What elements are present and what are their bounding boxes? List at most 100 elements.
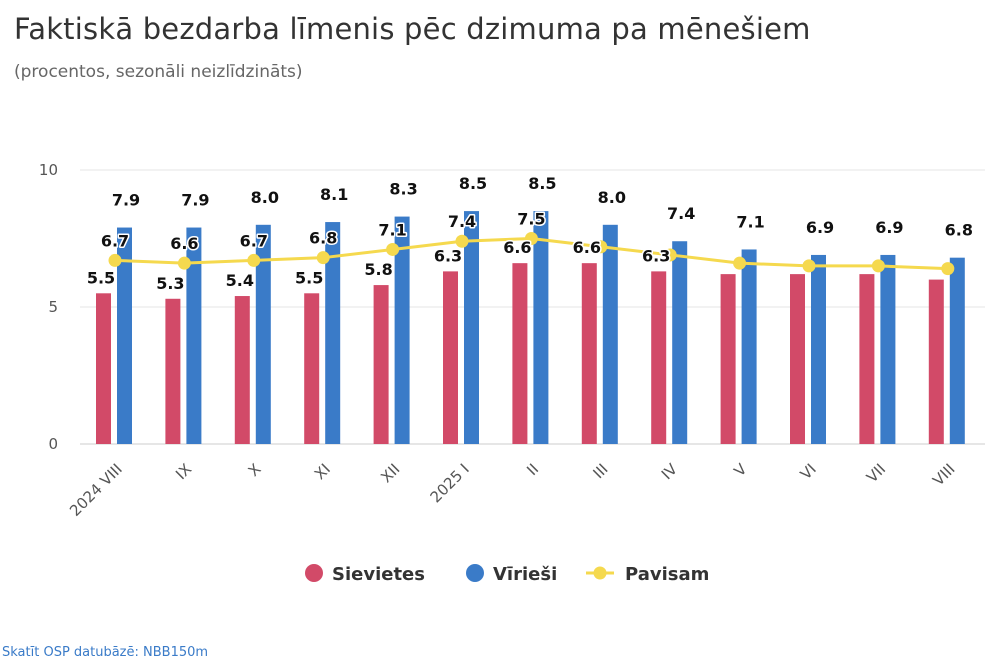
bar-sievietes bbox=[859, 274, 875, 444]
label-virieshi: 6.8 bbox=[945, 221, 973, 240]
x-tick-label: XII bbox=[377, 460, 403, 486]
point-pavisam bbox=[386, 242, 400, 256]
label-sievietes: 5.4 bbox=[226, 271, 254, 290]
label-virieshi: 8.3 bbox=[389, 180, 417, 199]
label-sievietes: 6.6 bbox=[503, 238, 531, 257]
label-pavisam: 7.5 bbox=[517, 210, 545, 229]
x-tick-label: X bbox=[245, 460, 265, 480]
point-pavisam bbox=[455, 234, 469, 248]
x-tick-label: VIII bbox=[929, 460, 958, 489]
point-pavisam bbox=[247, 253, 261, 267]
y-tick-label: 0 bbox=[48, 435, 58, 453]
point-pavisam bbox=[108, 253, 122, 267]
bar-virieshi bbox=[949, 257, 965, 444]
point-pavisam bbox=[316, 251, 330, 265]
bar-sievietes bbox=[512, 263, 528, 444]
bar-virieshi bbox=[602, 224, 618, 444]
y-axis-ticks: 0 5 10 bbox=[39, 161, 58, 453]
label-sievietes: 5.5 bbox=[295, 268, 323, 287]
bar-sievietes bbox=[928, 279, 944, 444]
bar-sievietes bbox=[581, 263, 597, 444]
bar-sievietes bbox=[234, 296, 250, 444]
label-virieshi: 6.9 bbox=[875, 218, 903, 237]
bar-sievietes bbox=[165, 298, 181, 444]
bars bbox=[96, 211, 965, 444]
label-virieshi: 8.5 bbox=[528, 174, 556, 193]
legend-marker bbox=[305, 564, 323, 582]
bar-virieshi bbox=[880, 254, 896, 444]
label-virieshi: 7.4 bbox=[667, 204, 695, 223]
y-tick-label: 5 bbox=[48, 298, 58, 316]
label-virieshi: 8.1 bbox=[320, 185, 348, 204]
point-pavisam bbox=[871, 259, 885, 273]
x-tick-label: IX bbox=[172, 460, 195, 483]
point-pavisam bbox=[524, 232, 538, 245]
point-pavisam bbox=[733, 256, 747, 270]
legend-item-vīrieši: Vīrieši bbox=[466, 564, 557, 585]
x-tick-label: 2024 VIII bbox=[66, 460, 126, 520]
grid-lines bbox=[80, 169, 985, 445]
x-tick-label: II bbox=[523, 460, 542, 479]
label-sievietes: 6.3 bbox=[642, 246, 670, 265]
label-sievietes: 5.8 bbox=[364, 260, 392, 279]
x-tick-label: III bbox=[590, 460, 612, 482]
label-pavisam: 6.6 bbox=[170, 234, 198, 253]
legend-item-pavisam: Pavisam bbox=[586, 564, 709, 585]
x-tick-label: 2025 I bbox=[427, 460, 473, 506]
bar-sievietes bbox=[304, 293, 320, 444]
bar-virieshi bbox=[533, 211, 549, 444]
legend: Sievietes Vīrieši Pavisam bbox=[305, 564, 709, 585]
label-virieshi: 7.9 bbox=[181, 191, 209, 210]
bar-sievietes bbox=[720, 274, 736, 444]
bar-virieshi bbox=[464, 211, 479, 444]
legend-label: Vīrieši bbox=[493, 564, 557, 585]
total-line bbox=[108, 232, 955, 276]
label-pavisam: 7.1 bbox=[378, 220, 406, 239]
label-pavisam: 6.7 bbox=[240, 231, 268, 250]
legend-marker bbox=[466, 564, 484, 582]
bar-virieshi bbox=[394, 216, 410, 444]
label-pavisam: 6.7 bbox=[101, 231, 129, 250]
label-virieshi: 8.5 bbox=[459, 174, 487, 193]
bar-virieshi bbox=[672, 241, 688, 444]
label-pavisam: 6.8 bbox=[309, 229, 337, 248]
x-tick-label: VII bbox=[863, 460, 889, 486]
x-axis-ticks: 2024 VIII IX X XI XII 2025 I II III IV V VI VII VIII bbox=[66, 460, 959, 520]
x-tick-label: XI bbox=[311, 460, 334, 483]
y-tick-label: 10 bbox=[39, 161, 58, 179]
label-sievietes: 5.5 bbox=[87, 268, 115, 287]
legend-marker bbox=[593, 566, 607, 580]
point-pavisam bbox=[594, 240, 608, 254]
legend-item-sievietes: Sievietes bbox=[305, 564, 425, 585]
point-pavisam bbox=[802, 259, 816, 273]
label-virieshi: 8.0 bbox=[251, 188, 279, 207]
x-tick-label: IV bbox=[658, 460, 682, 484]
bar-virieshi bbox=[186, 227, 202, 444]
bar-virieshi bbox=[325, 222, 341, 444]
point-pavisam bbox=[941, 262, 955, 276]
database-link[interactable]: Skatīt OSP datubāzē: NBB150m bbox=[2, 645, 209, 660]
chart-subtitle: (procentos, sezonāli neizlīdzināts) bbox=[14, 62, 303, 82]
bar-sievietes bbox=[651, 271, 667, 444]
point-pavisam bbox=[663, 248, 677, 262]
label-virieshi: 8.0 bbox=[598, 188, 626, 207]
bar-sievietes bbox=[443, 271, 458, 444]
bar-virieshi bbox=[117, 227, 132, 444]
bar-virieshi bbox=[811, 254, 826, 444]
legend-label: Sievietes bbox=[332, 564, 425, 585]
point-pavisam bbox=[177, 256, 191, 270]
bar-sievietes bbox=[96, 293, 111, 444]
bar-virieshi bbox=[741, 249, 757, 444]
label-sievietes: 6.3 bbox=[434, 246, 462, 265]
label-virieshi: 7.9 bbox=[112, 191, 140, 210]
legend-label: Pavisam bbox=[625, 564, 709, 585]
bar-sievietes bbox=[373, 285, 389, 444]
x-tick-label: V bbox=[730, 460, 751, 481]
x-tick-label: VI bbox=[797, 460, 820, 483]
label-pavisam: 7.4 bbox=[448, 212, 476, 231]
label-sievietes: 6.6 bbox=[573, 238, 601, 257]
bar-sievietes bbox=[790, 274, 805, 444]
label-virieshi: 6.9 bbox=[806, 218, 834, 237]
bar-virieshi bbox=[255, 224, 271, 444]
